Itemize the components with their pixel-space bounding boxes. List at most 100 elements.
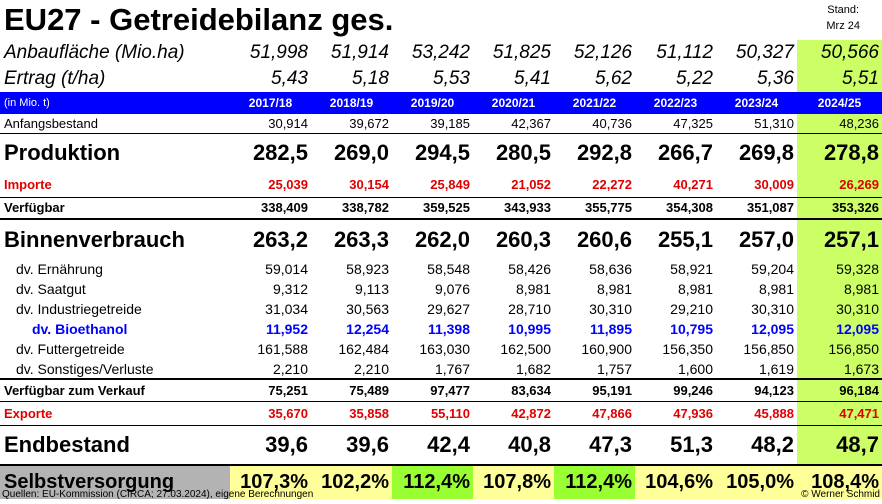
cell-selbst: 107,3% [230, 464, 311, 499]
cell-ernaehrung: 58,923 [346, 261, 389, 277]
cell-verkauf: 96,184 [797, 378, 882, 401]
stand-value: Mrz 24 [826, 20, 860, 32]
cell-futter: 156,850 [797, 339, 882, 359]
cell-produktion: 294,5 [392, 132, 473, 173]
cell-produktion: 282,5 [230, 132, 311, 173]
cell-binnen: 255,1 [635, 218, 716, 259]
row-ertrag: Ertrag (t/ha) 5,43 5,18 5,53 5,41 5,62 5,22 5,3… [0, 66, 882, 92]
cell-futter: 162,500 [500, 341, 551, 357]
row-label-industrie: dv. Industriegetreide [16, 301, 142, 317]
cell-saatgut: 8,981 [596, 281, 632, 297]
cell-sonstiges: 1,619 [758, 360, 794, 377]
cell-produktion: 266,7 [635, 132, 716, 173]
cell-bioethanol: 10,995 [508, 321, 551, 337]
cell-importe: 26,269 [797, 173, 882, 197]
year-header: 2020/21 [473, 92, 554, 114]
cell-verfuegbar: 338,782 [311, 196, 392, 219]
row-label-futter: dv. Futtergetreide [16, 341, 125, 357]
cell-endbestand: 40,8 [473, 424, 554, 465]
cell-exporte: 47,471 [797, 400, 882, 425]
cell-anbau: 51,914 [330, 42, 389, 63]
cell-exporte: 45,888 [716, 400, 797, 425]
cell-anbau: 53,242 [411, 42, 470, 63]
stand-label: Stand: [827, 4, 860, 16]
row-produktion: Produktion 282,5 269,0 294,5 280,5 292,8 266,7… [0, 132, 882, 173]
cell-importe: 22,272 [592, 177, 632, 193]
cell-binnen: 263,3 [311, 218, 392, 259]
cell-importe: 25,039 [268, 177, 308, 193]
cell-binnen: 257,0 [716, 218, 797, 259]
cell-verkauf: 83,634 [473, 378, 554, 401]
cell-sonstiges: 1,757 [596, 360, 632, 377]
cell-verfuegbar: 353,326 [797, 196, 882, 219]
cell-saatgut: 8,981 [677, 281, 713, 297]
cell-exporte: 42,872 [473, 400, 554, 425]
cell-sonstiges: 1,682 [515, 360, 551, 377]
year-header: 2024/25 [797, 92, 882, 114]
cell-anfang: 40,736 [592, 115, 632, 131]
cell-anfang: 47,325 [673, 115, 713, 131]
cell-anbau: 51,825 [492, 42, 551, 63]
cell-anbau: 51,998 [249, 42, 308, 63]
cell-verkauf: 75,251 [230, 378, 311, 401]
year-header: 2021/22 [554, 92, 635, 114]
row-bioethanol: dv. Bioethanol 11,952 12,254 11,398 10,995 11… [0, 319, 882, 339]
cell-produktion: 269,8 [716, 132, 797, 173]
cell-importe: 21,052 [511, 177, 551, 193]
cell-industrie: 30,310 [589, 301, 632, 317]
footer: Quellen: EU-Kommission (CIRCA; 27.03.202… [2, 488, 880, 502]
row-label-ernaehrung: dv. Ernährung [16, 261, 103, 277]
cell-verkauf: 95,191 [554, 378, 635, 401]
cell-verkauf: 97,477 [392, 378, 473, 401]
cell-sonstiges: 2,210 [272, 360, 308, 377]
cell-anbau: 52,126 [573, 42, 632, 63]
cell-selbst: 112,4% [554, 464, 635, 499]
cell-verfuegbar: 355,775 [554, 196, 635, 219]
row-sonstiges: dv. Sonstiges/Verluste 2,210 2,210 1,767 1,6… [0, 359, 882, 379]
cell-selbst: 102,2% [311, 464, 392, 499]
cell-sonstiges: 1,600 [677, 360, 713, 377]
cell-ernaehrung: 58,426 [508, 261, 551, 277]
cell-anbau: 50,327 [735, 42, 794, 63]
cell-endbestand: 48,2 [716, 424, 797, 465]
page-title: EU27 - Getreidebilanz ges. [4, 2, 394, 37]
year-header: 2017/18 [230, 92, 311, 114]
cell-verfuegbar: 359,525 [392, 196, 473, 219]
cell-verkauf: 75,489 [311, 378, 392, 401]
year-header: 2023/24 [716, 92, 797, 114]
cell-ertrag: 5,43 [271, 68, 308, 89]
cell-bioethanol: 10,795 [670, 321, 713, 337]
cell-verkauf: 94,123 [716, 378, 797, 401]
cell-bioethanol: 11,398 [427, 321, 470, 337]
cell-saatgut: 9,113 [355, 281, 389, 297]
cell-anbau: 51,112 [656, 42, 713, 63]
cell-industrie: 30,310 [751, 301, 794, 317]
row-label-verfuegbar: Verfügbar [0, 196, 230, 219]
cell-futter: 156,850 [743, 341, 794, 357]
cell-bioethanol: 12,095 [797, 319, 882, 339]
cell-futter: 162,484 [338, 341, 389, 357]
cell-industrie: 29,210 [670, 301, 713, 317]
cell-ertrag: 5,41 [514, 68, 551, 89]
year-header: 2019/20 [392, 92, 473, 114]
cell-futter: 161,588 [257, 341, 308, 357]
cell-saatgut: 9,312 [272, 281, 308, 297]
stand-date: Stand: Mrz 24 [826, 2, 860, 34]
cell-selbst: 112,4% [392, 464, 473, 499]
year-header: 2022/23 [635, 92, 716, 114]
row-label-sonstiges: dv. Sonstiges/Verluste [16, 360, 154, 377]
row-label-importe: Importe [4, 177, 52, 193]
row-unit: (in Mio. t) 2017/18 2018/19 2019/20 2020/21 2… [0, 92, 882, 114]
cell-produktion: 278,8 [797, 132, 882, 173]
cell-ernaehrung: 59,014 [265, 261, 308, 277]
cell-importe: 30,009 [754, 177, 794, 193]
cell-binnen: 262,0 [392, 218, 473, 259]
cell-endbestand: 51,3 [635, 424, 716, 465]
source-note: Quellen: EU-Kommission (CIRCA; 27.03.202… [2, 489, 314, 500]
row-label-saatgut: dv. Saatgut [16, 281, 86, 297]
cell-industrie: 30,310 [797, 299, 882, 319]
row-label-bioethanol: dv. Bioethanol [32, 321, 128, 337]
cell-ertrag: 5,51 [797, 66, 882, 92]
row-exporte: Exporte 35,670 35,858 55,110 42,872 47,866 47,… [0, 400, 882, 425]
row-saatgut: dv. Saatgut 9,312 9,113 9,076 8,981 8,981 8,98… [0, 279, 882, 299]
